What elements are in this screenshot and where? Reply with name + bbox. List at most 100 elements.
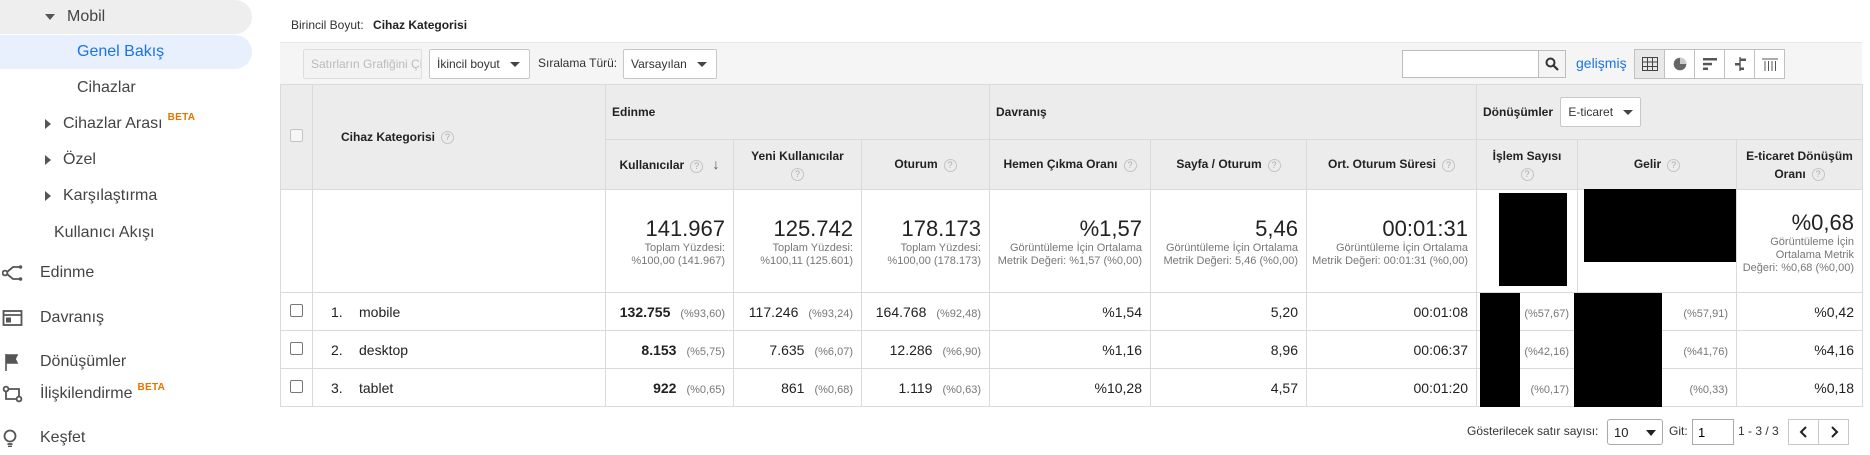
- rows-per-page-label: Gösterilecek satır sayısı:: [1467, 424, 1599, 438]
- cell-value: %0,42: [1814, 303, 1854, 320]
- view-pie-button[interactable]: [1664, 49, 1695, 79]
- duration-cell: 00:06:37: [1306, 330, 1477, 369]
- previous-page-button[interactable]: [1788, 419, 1819, 445]
- help-icon[interactable]: ?: [441, 131, 455, 145]
- plot-rows-button[interactable]: Satırların Grafiğini Çiz: [303, 49, 422, 79]
- search-input[interactable]: [1402, 50, 1538, 78]
- report-toolbar: Satırların Grafiğini Çiz İkincil boyut S…: [280, 42, 1862, 86]
- row-index: 1.: [331, 303, 343, 320]
- sidebar-item-karsilastirma[interactable]: Karşılaştırma: [45, 179, 157, 213]
- view-performance-button[interactable]: [1694, 49, 1725, 79]
- group-header-label: Edinme: [612, 105, 656, 119]
- conversion-rate-cell: %0,42: [1736, 292, 1863, 331]
- sort-type-select[interactable]: Varsayılan: [623, 49, 717, 79]
- help-icon[interactable]: ?: [1267, 158, 1281, 172]
- row-checkbox[interactable]: [290, 303, 303, 317]
- group-header-label: Dönüşümler: [1483, 105, 1554, 119]
- secondary-dimension-select[interactable]: İkincil boyut: [429, 49, 530, 79]
- redaction-block: [1574, 293, 1662, 331]
- sidebar-item-ozel[interactable]: Özel: [45, 143, 96, 177]
- sidebar: Mobil Genel Bakış Cihazlar Cihazlar Aras…: [0, 0, 262, 454]
- cell-percent: (%92,48): [936, 307, 981, 320]
- dimension-link[interactable]: tablet: [359, 379, 394, 396]
- cell-value: 00:01:20: [1413, 379, 1469, 396]
- primary-dimension-value[interactable]: Cihaz Kategorisi: [373, 18, 468, 32]
- rows-per-page-select[interactable]: 10: [1607, 419, 1663, 445]
- row-index: 2.: [331, 341, 343, 358]
- column-header-avg-session-duration[interactable]: Ort. Oturum Süresi?: [1306, 139, 1477, 190]
- total-subtext: Toplam Yüzdesi: %100,11 (125.601): [760, 242, 853, 267]
- bounce-cell: %1,54: [989, 292, 1151, 331]
- sidebar-item-cihazlar[interactable]: Cihazlar: [77, 71, 136, 105]
- sidebar-section-iliskilendirme[interactable]: İlişkilendirme BETA: [2, 377, 165, 411]
- advanced-link[interactable]: gelişmiş: [1576, 55, 1627, 71]
- total-revenue: [1577, 189, 1737, 293]
- help-icon[interactable]: ?: [1667, 158, 1681, 172]
- dimension-link[interactable]: desktop: [359, 341, 409, 358]
- cell-value: 922: [653, 379, 677, 396]
- view-pivot-button[interactable]: [1754, 49, 1785, 79]
- sidebar-item-genel-bakis[interactable]: Genel Bakış: [77, 35, 164, 69]
- beta-badge: BETA: [137, 381, 166, 393]
- column-header-dimension[interactable]: Cihaz Kategorisi?: [312, 84, 606, 190]
- view-table-button[interactable]: [1634, 49, 1665, 79]
- cell-percent: (%93,60): [680, 307, 725, 320]
- total-value: 00:01:31: [1382, 216, 1468, 241]
- comparison-icon: [1734, 57, 1746, 71]
- goto-page-input[interactable]: [1692, 419, 1734, 445]
- total-subtext: Görüntüleme İçin Ortalama Metrik Değeri:…: [1742, 235, 1854, 274]
- sidebar-item-kullanici-akisi[interactable]: Kullanıcı Akışı: [54, 216, 155, 250]
- group-header-conversions: Dönüşümler E-ticaret: [1476, 84, 1863, 140]
- sidebar-section-donusumler[interactable]: Dönüşümler: [2, 345, 126, 379]
- help-icon[interactable]: ?: [943, 158, 957, 172]
- row-checkbox[interactable]: [290, 379, 303, 393]
- row-checkbox-cell: [280, 368, 313, 407]
- column-header-revenue[interactable]: Gelir?: [1577, 139, 1737, 190]
- total-value: 5,46: [1255, 216, 1298, 241]
- column-header-pages-per-session[interactable]: Sayfa / Oturum?: [1150, 139, 1307, 190]
- sidebar-section-kesfet[interactable]: Keşfet: [2, 421, 85, 455]
- next-page-button[interactable]: [1818, 419, 1849, 445]
- sidebar-section-label: Edinme: [40, 264, 95, 281]
- sidebar-item-cihazlar-arasi[interactable]: Cihazlar Arası BETA: [45, 107, 195, 141]
- help-icon[interactable]: ?: [1123, 158, 1137, 172]
- dimension-link[interactable]: mobile: [359, 303, 401, 320]
- total-value: 141.967: [645, 216, 725, 241]
- pages-cell: 8,96: [1150, 330, 1307, 369]
- cell-percent: (%0,33): [1689, 383, 1728, 396]
- total-users: 141.967 Toplam Yüzdesi: %100,00 (141.967): [605, 189, 734, 293]
- sidebar-item-label: Cihazlar: [77, 79, 136, 96]
- help-icon[interactable]: ?: [1442, 158, 1456, 172]
- sidebar-section-edinme[interactable]: Edinme: [2, 256, 94, 290]
- total-avg-session-duration: 00:01:31 Görüntüleme İçin Ortalama Metrik…: [1306, 189, 1477, 293]
- conversion-type-select[interactable]: E-ticaret: [1560, 97, 1642, 127]
- users-cell: 8.153 (%5,75): [605, 330, 734, 369]
- column-header-users[interactable]: Kullanıcılar? ↓: [605, 139, 734, 190]
- column-header-new-users[interactable]: Yeni Kullanıcılar?: [733, 139, 862, 190]
- total-subtext: Toplam Yüzdesi: %100,00 (178.173): [887, 242, 981, 267]
- sidebar-item-genel-bakis-bg: [0, 35, 252, 69]
- table-row: 1. mobile 132.755 (%93,60) 117.246 (%93,24)…: [280, 292, 1863, 331]
- sidebar-item-label: Genel Bakış: [77, 43, 165, 60]
- help-icon[interactable]: ?: [1811, 167, 1825, 181]
- help-icon[interactable]: ?: [690, 159, 704, 173]
- row-checkbox[interactable]: [290, 341, 303, 355]
- transactions-cell: (%0,17): [1476, 368, 1578, 407]
- sidebar-item-mobil[interactable]: Mobil: [45, 0, 105, 34]
- select-all-checkbox[interactable]: [290, 129, 303, 142]
- cell-value: 5,20: [1270, 303, 1298, 320]
- help-icon[interactable]: ?: [791, 167, 804, 181]
- column-header-transactions[interactable]: İşlem Sayısı?: [1476, 139, 1578, 190]
- new-users-cell: 861 (%0,68): [733, 368, 862, 407]
- cell-value: 00:01:08: [1413, 303, 1469, 320]
- sort-type-label: Sıralama Türü:: [538, 56, 618, 70]
- column-header-conversion-rate[interactable]: E-ticaret Dönüşüm Oranı?: [1736, 139, 1863, 190]
- view-comparison-button[interactable]: [1724, 49, 1755, 79]
- sidebar-section-davranis[interactable]: Davranış: [2, 301, 104, 335]
- rows-per-page-value: 10: [1614, 424, 1629, 440]
- column-header-bounce-rate[interactable]: Hemen Çıkma Oranı?: [989, 139, 1151, 190]
- column-header-sessions[interactable]: Oturum?: [861, 139, 990, 190]
- flag-icon: [5, 354, 19, 371]
- search-button[interactable]: [1538, 50, 1566, 78]
- help-icon[interactable]: ?: [1520, 167, 1534, 181]
